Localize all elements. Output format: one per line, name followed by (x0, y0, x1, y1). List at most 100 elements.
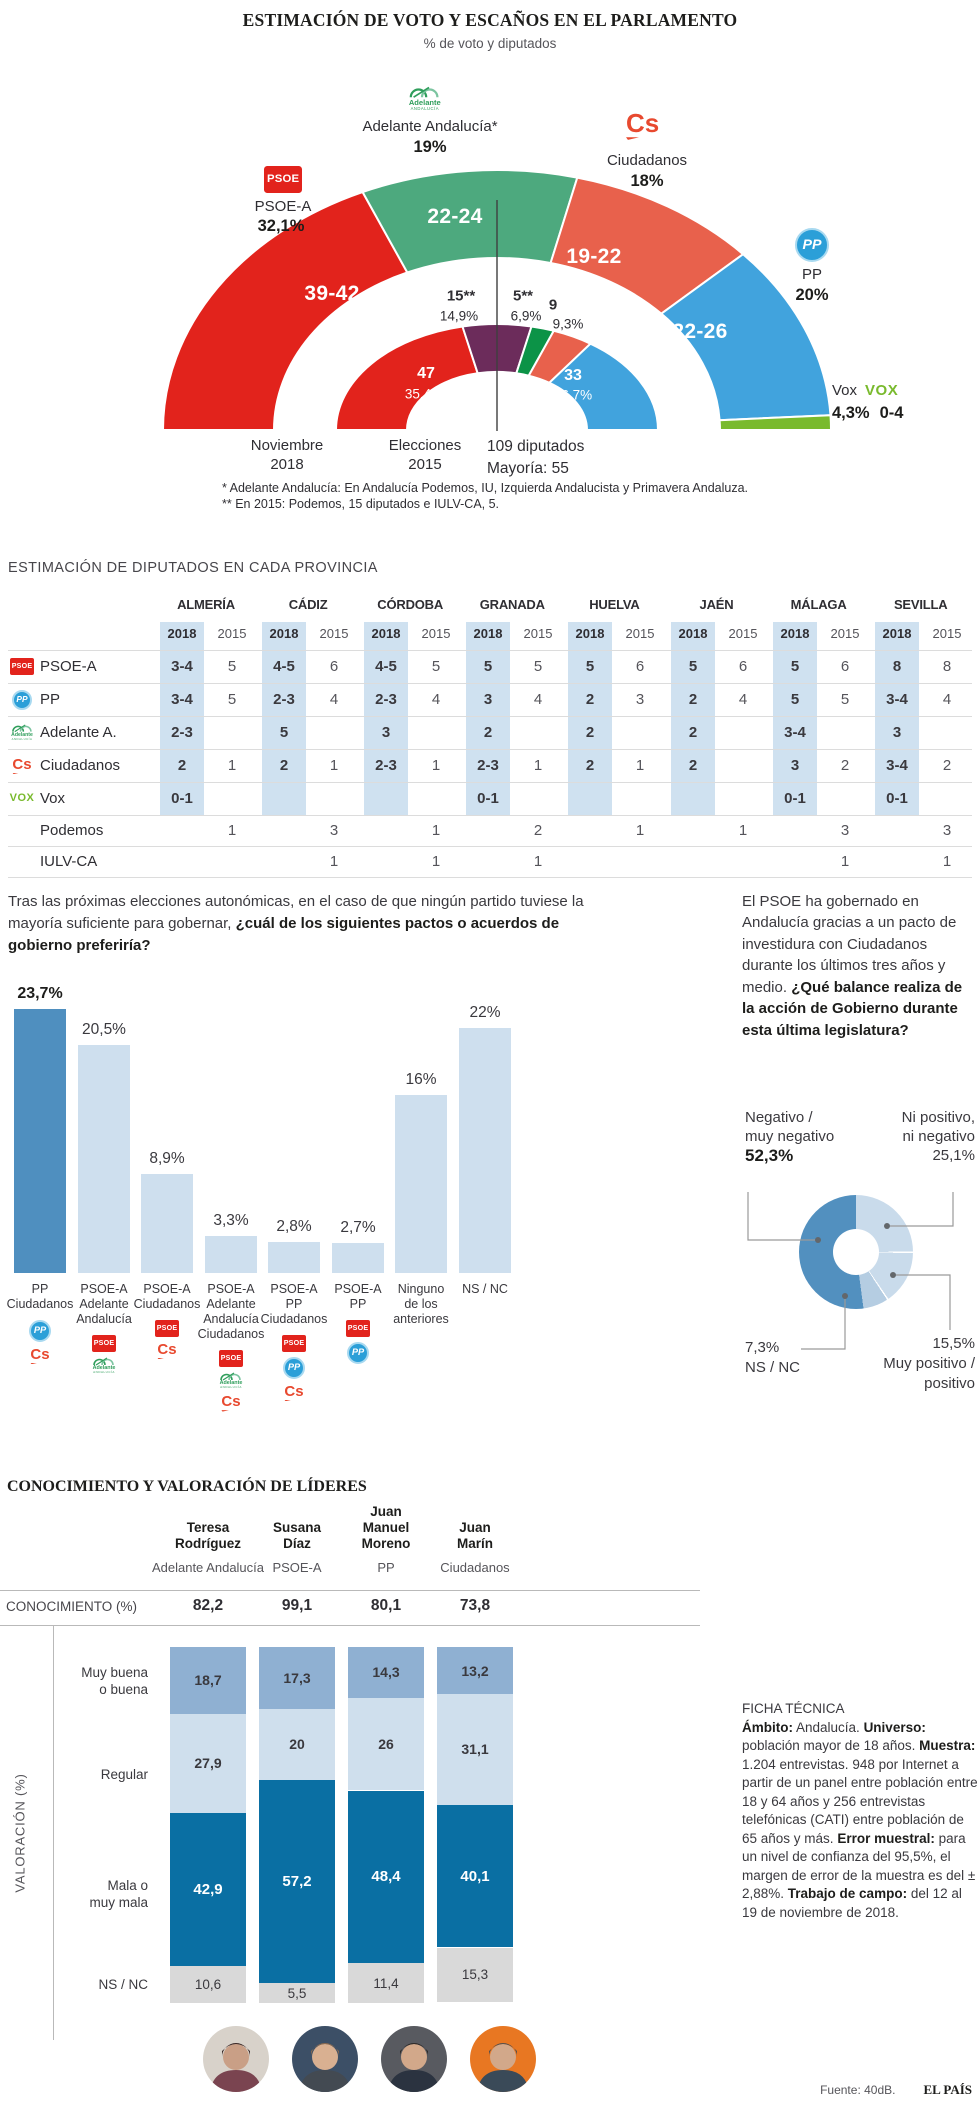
table-rule (8, 846, 972, 847)
province-header: HUELVA (589, 597, 640, 612)
valoracion-row-label: Regular (100, 1767, 148, 1782)
table-cell: 2 (533, 822, 543, 839)
pacto-bar-value: 23,7% (17, 985, 63, 1002)
adelante-logo-icon: Adelante ANDALUCÍA (408, 86, 442, 111)
table-cell: 2 (840, 757, 850, 774)
donut-label-positive: 15,5% Muy positivo / positivo (855, 1334, 975, 1394)
table-cell: 6 (738, 658, 748, 675)
avatar (292, 2026, 358, 2092)
table-cell: 3 (329, 822, 339, 839)
table-cell: 0-1 (171, 790, 193, 807)
table-cell: 1 (738, 822, 748, 839)
year-header-2015: 2015 (830, 626, 860, 641)
donut-label-negative: Negativo / muy negativo 52,3% (745, 1108, 834, 1166)
psoe-logo-icon: PSOE (345, 1320, 371, 1337)
segment-value: 11,4 (373, 1975, 399, 1991)
pacto-bar (395, 1095, 447, 1273)
table-cell: 1 (533, 757, 543, 774)
table-cell: 1 (840, 853, 850, 870)
year-header-2018: 2018 (167, 626, 197, 641)
rule-above-conocimiento (0, 1590, 700, 1591)
ring2015-cs-seats: 9 (548, 296, 558, 314)
pacto-bar (268, 1242, 320, 1273)
segment-value: 26 (378, 1736, 394, 1753)
leader-name: Susana Díaz (272, 1520, 322, 1551)
segment-value: 40,1 (460, 1867, 490, 1885)
table-cell: 2-3 (171, 724, 193, 741)
table-rule (8, 815, 972, 816)
segment-value: 42,9 (193, 1880, 223, 1898)
table-row-logo: VOX (8, 782, 36, 815)
table-row-party: Podemos (40, 822, 104, 839)
donut-label-negative-text: Negativo / muy negativo (745, 1109, 835, 1145)
table-rule (8, 716, 972, 717)
pp-vote: 20% (795, 286, 829, 304)
segment-value: 17,3 (283, 1669, 311, 1686)
table-cell: 2 (177, 757, 187, 774)
footer: Fuente: 40dB. EL PAÍS (0, 2082, 972, 2098)
table-cell: 3-4 (784, 724, 806, 741)
vox-label-row: Vox VOX (832, 382, 898, 400)
valoracion-segment: 10,6 (170, 1965, 246, 2004)
year-header-2015: 2015 (421, 626, 451, 641)
footer-brand: EL PAÍS (923, 2082, 972, 2097)
table-cell: 1 (533, 853, 543, 870)
table-cell: 8 (892, 658, 902, 675)
pacto-category: Ninguno de los anteriores (375, 1282, 467, 1335)
table-cell: 2 (688, 691, 698, 708)
pacto-bar-value: 22% (469, 1004, 501, 1021)
psoe-logo-icon: PSOE (264, 166, 303, 193)
table-cell: 2-3 (477, 757, 499, 774)
leader-party: Ciudadanos (440, 1560, 510, 1575)
table-rule (8, 782, 972, 783)
ciudadanos-logo-icon: Cs (626, 110, 659, 140)
donut-label-positive-text: Muy positivo / positivo (883, 1355, 975, 1392)
province-header: MÁLAGA (790, 597, 847, 612)
table-cell: 1 (635, 757, 645, 774)
table-row-party: Vox (40, 790, 66, 807)
table-cell: 4 (329, 691, 339, 708)
pacto-bar (141, 1174, 193, 1273)
ficha-title: FICHA TÉCNICA (742, 1701, 845, 1716)
pacto-category: PSOE-A PP PSOE PP (312, 1282, 404, 1364)
donut-hole (833, 1229, 879, 1275)
segment-value: 57,2 (282, 1873, 312, 1891)
table-cell: 2-3 (273, 691, 295, 708)
ring2015-pp-seats: 33 (564, 367, 582, 384)
pacto-category: PSOE-A Adelante Andalucía Ciudadanos PSOE Ade… (185, 1282, 277, 1412)
conocimiento-label: CONOCIMIENTO (%) (6, 1599, 137, 1614)
pacto-category-logos: PSOE Cs (154, 1320, 180, 1360)
donut-label-nsnc: 7,3% NS / NC (745, 1338, 800, 1378)
pacto-bar (332, 1243, 384, 1273)
ring2015-iulv-pct: 6,9% (510, 308, 542, 324)
province-header: CÁDIZ (288, 597, 328, 612)
total-seats-label: 109 diputados Mayoría: 55 (487, 438, 585, 477)
pacto-bar-value: 8,9% (149, 1150, 185, 1167)
pacto-category: PSOE-A PP Ciudadanos PSOE PP Cs (248, 1282, 340, 1402)
table-cell: 3-4 (171, 658, 193, 675)
psoe-logo-icon: PSOE (154, 1320, 180, 1337)
table-cell: 3 (790, 757, 800, 774)
donut-label-positive-value: 15,5% (932, 1335, 975, 1352)
adelante-logo-icon: Adelante ANDALUCÍA (219, 1372, 243, 1389)
pp-logo-icon: PP (283, 1357, 305, 1379)
pactos-question: Tras las próximas elecciones autonómicas… (8, 893, 584, 954)
table-row-party: Adelante A. (40, 724, 117, 741)
pacto-bar (14, 1009, 66, 1273)
conocimiento-value: 99,1 (281, 1597, 313, 1614)
table-cell: 6 (840, 658, 850, 675)
valoracion-row-label: Mala o muy mala (89, 1878, 148, 1910)
page-subtitle: % de voto y diputados (423, 36, 557, 51)
avatar (203, 2026, 269, 2092)
valoracion-segment: 15,3 (437, 1947, 513, 2002)
table-cell: 6 (329, 658, 339, 675)
valoracion-segment: 42,9 (170, 1812, 246, 1966)
year-header-2018: 2018 (780, 626, 810, 641)
ring2015-iulv-seats: 5** (512, 287, 534, 305)
seats-psoe: 39-42 (304, 282, 360, 305)
seats-pp: 22-26 (672, 320, 728, 343)
leader-party: Adelante Andalucía (151, 1560, 265, 1575)
ring2015-segment-PP (547, 342, 660, 431)
table-cell: 5 (688, 658, 698, 675)
table-cell: 8 (942, 658, 952, 675)
